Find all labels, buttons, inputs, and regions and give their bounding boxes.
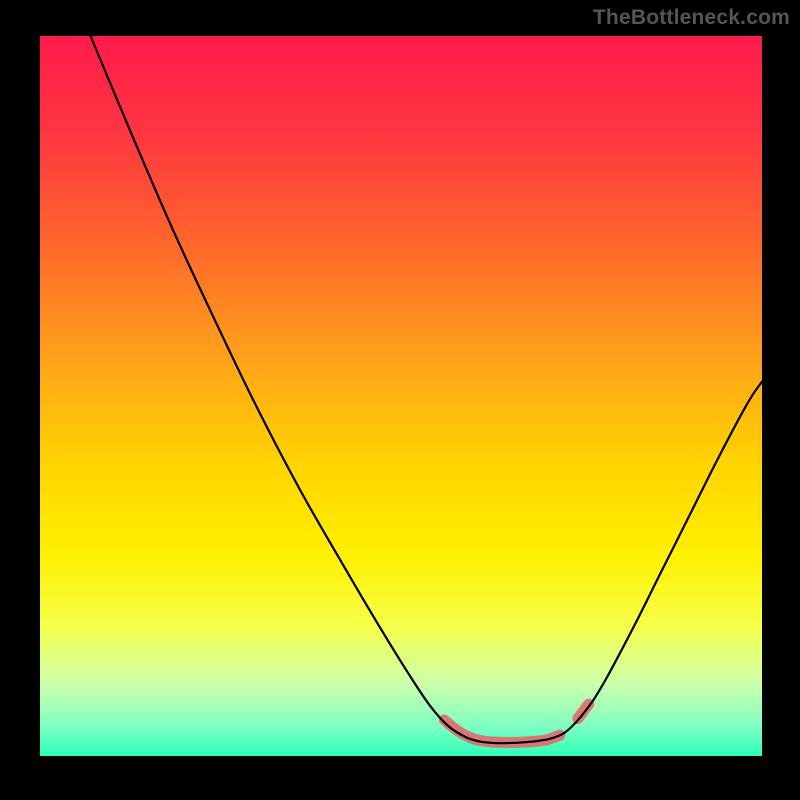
watermark-text: TheBottleneck.com (593, 6, 790, 30)
bottleneck-curve-chart (0, 0, 800, 800)
chart-stage: TheBottleneck.com (0, 0, 800, 800)
chart-gradient-bg (40, 36, 762, 756)
